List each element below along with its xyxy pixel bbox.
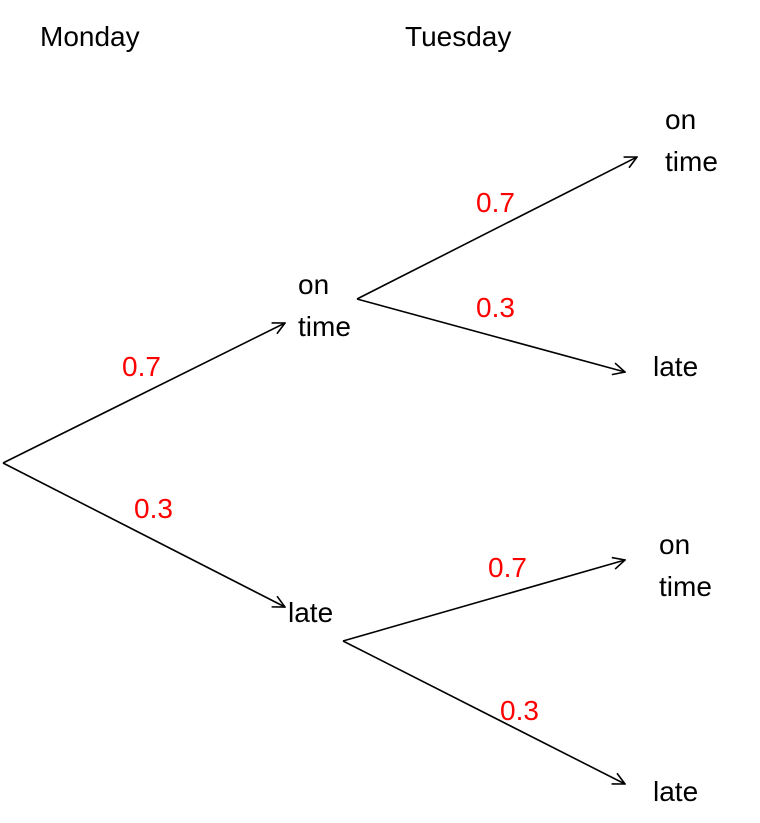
- node-label: late: [653, 776, 699, 807]
- edge: [342, 640, 625, 784]
- node-label: late: [653, 351, 699, 382]
- probability: 0.3: [476, 292, 515, 323]
- node-label: on time: [298, 269, 351, 342]
- edge: [2, 323, 285, 464]
- probability: 0.7: [122, 351, 161, 382]
- header: Monday: [40, 21, 140, 52]
- probability: 0.3: [500, 695, 539, 726]
- edge: [356, 298, 625, 372]
- edge: [356, 157, 637, 300]
- probability: 0.7: [476, 187, 515, 218]
- probability: 0.7: [488, 552, 527, 583]
- edge: [342, 560, 625, 642]
- node-label: on time: [659, 529, 712, 602]
- node-label: late: [288, 597, 334, 628]
- node-label: on time: [665, 104, 718, 177]
- header: Tuesday: [405, 21, 512, 52]
- edge: [2, 462, 285, 607]
- probability: 0.3: [134, 493, 173, 524]
